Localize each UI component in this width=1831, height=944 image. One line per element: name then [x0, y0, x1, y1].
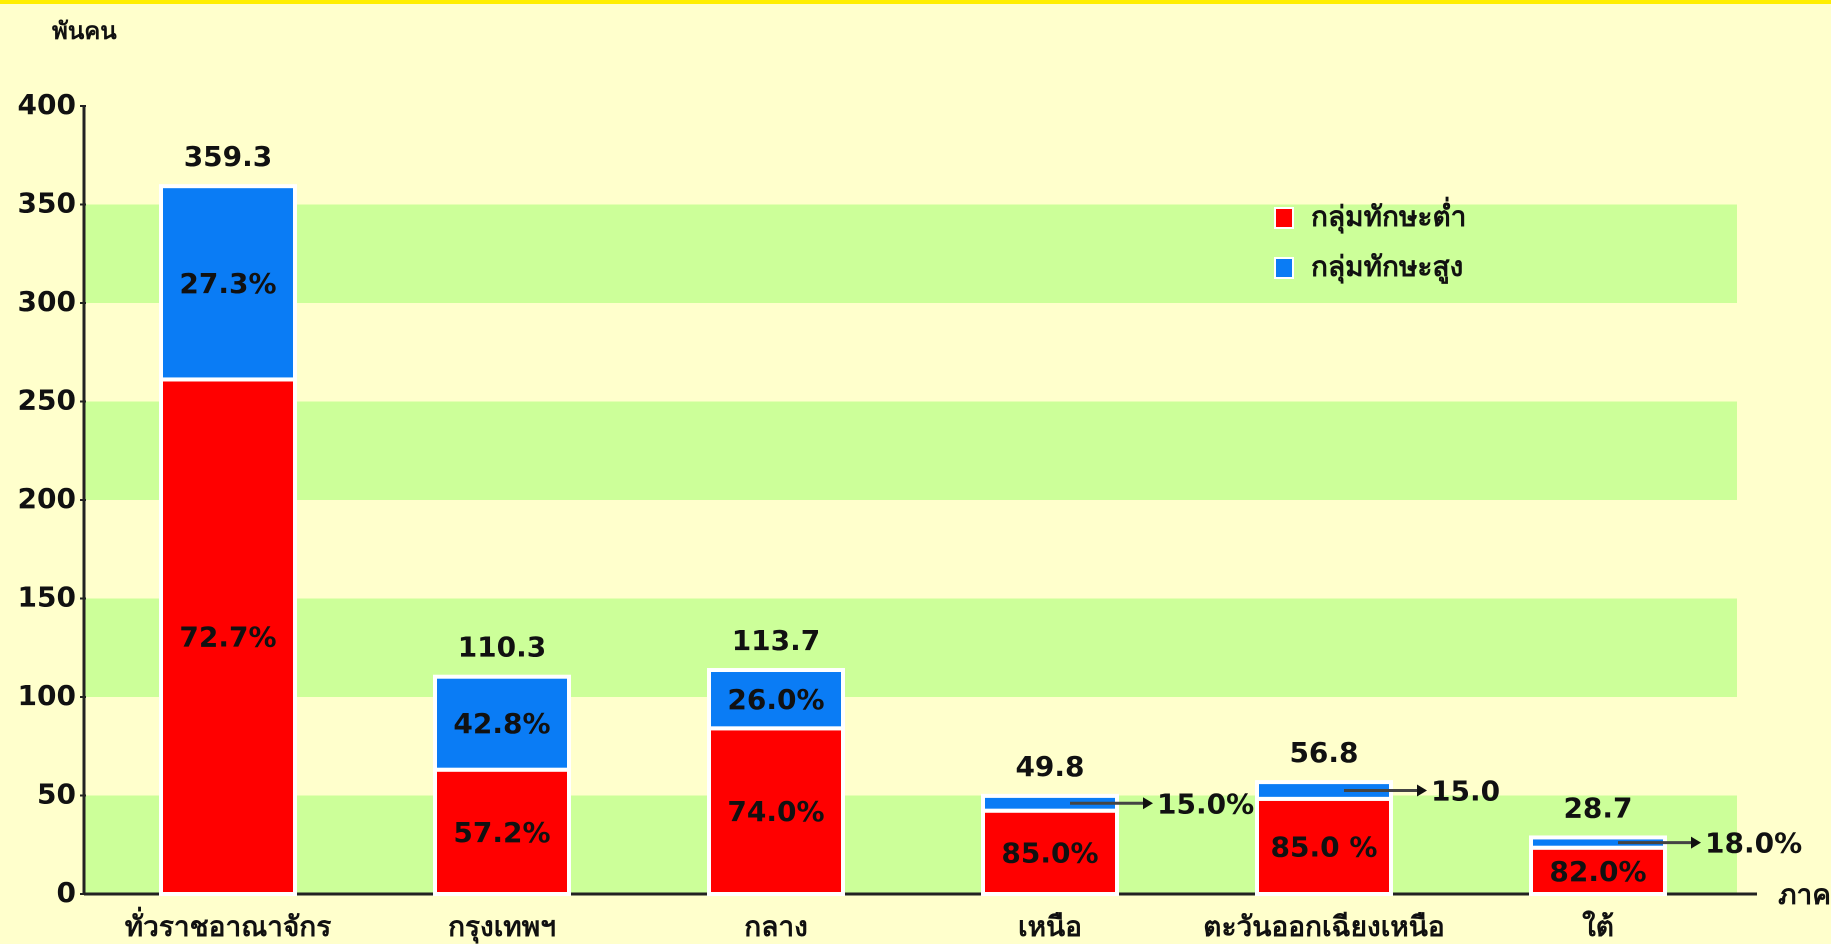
x-tick-label: ใต้ [1582, 910, 1614, 943]
bar-segment [1529, 845, 1667, 897]
share-label: 85.0 % [1271, 830, 1378, 863]
grid-band [84, 598, 1737, 697]
bar-segment [981, 808, 1119, 897]
x-tick-label: ตะวันออกเฉียงเหนือ [1203, 910, 1444, 943]
share-label: 74.0% [727, 795, 824, 828]
bar-segment [159, 184, 297, 382]
share-label: 57.2% [453, 816, 550, 849]
total-label: 49.8 [1015, 750, 1084, 783]
y-tick-label: 400 [18, 88, 76, 121]
label-arrowhead [1417, 784, 1427, 797]
y-tick-label: 0 [57, 876, 76, 909]
share-label: 82.0% [1549, 855, 1646, 888]
x-tick-label: เหนือ [1018, 910, 1082, 943]
bar-segment [707, 668, 845, 731]
x-tick-label: กลาง [744, 910, 808, 943]
y-tick-label: 350 [18, 187, 76, 220]
bar-segment [707, 726, 845, 896]
grid-band [84, 401, 1737, 500]
bar-segment [433, 674, 571, 772]
grid-band [84, 204, 1737, 303]
y-axis-label: พันคน [52, 17, 117, 45]
bar-segment [159, 377, 297, 897]
share-label: 15.0 [1431, 774, 1500, 807]
y-tick-label: 250 [18, 384, 76, 417]
y-tick-label: 50 [37, 778, 76, 811]
share-label: 72.7% [179, 621, 276, 654]
share-label: 26.0% [727, 683, 824, 716]
legend-swatch [1274, 207, 1294, 229]
share-label: 15.0% [1157, 787, 1254, 820]
legend-label: กลุ่มทักษะต่ำ [1311, 196, 1466, 234]
share-label: 27.3% [179, 267, 276, 300]
total-label: 110.3 [458, 631, 547, 664]
x-tick-label: ทั่วราชอาณาจักร [125, 906, 332, 943]
top-border [0, 0, 1831, 4]
share-label: 18.0% [1705, 827, 1802, 860]
share-label: 42.8% [453, 707, 550, 740]
total-label: 56.8 [1289, 736, 1358, 769]
bar-segment [433, 767, 571, 896]
label-arrowhead [1143, 797, 1153, 810]
grid-band [84, 795, 1737, 894]
y-tick-label: 150 [18, 581, 76, 614]
total-label: 28.7 [1563, 791, 1632, 824]
legend-label: กลุ่มทักษะสูง [1311, 250, 1463, 284]
bar-segment [1255, 796, 1393, 896]
total-label: 113.7 [732, 624, 821, 657]
label-arrowhead [1691, 836, 1701, 849]
x-tick-label: กรุงเทพฯ [448, 910, 556, 944]
y-tick-label: 100 [18, 679, 76, 712]
share-label: 85.0% [1001, 836, 1098, 869]
x-axis-label: ภาค [1778, 878, 1831, 911]
y-tick-label: 300 [18, 285, 76, 318]
total-label: 359.3 [184, 140, 273, 173]
y-tick-label: 200 [18, 482, 76, 515]
legend-swatch [1274, 257, 1294, 279]
